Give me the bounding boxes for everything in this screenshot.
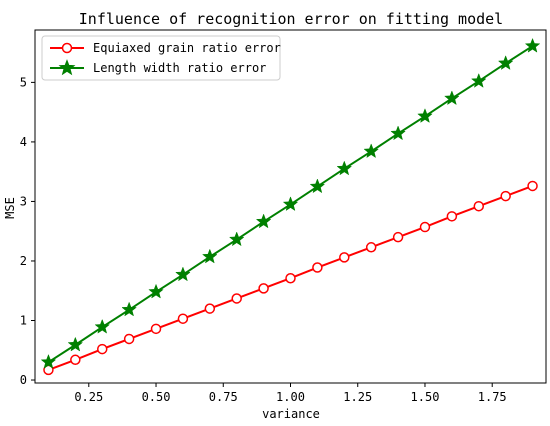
- data-point: [121, 301, 137, 317]
- data-point: [417, 108, 433, 123]
- chart-title: Influence of recognition error on fittin…: [79, 10, 503, 28]
- x-tick-label: 0.50: [142, 390, 171, 404]
- legend: Equiaxed grain ratio error Length width …: [41, 35, 281, 81]
- data-point: [148, 283, 164, 299]
- data-point: [497, 55, 514, 70]
- x-tick-label: 0.25: [74, 390, 103, 404]
- x-tick-label: 1.00: [276, 390, 305, 404]
- data-point: [175, 266, 191, 282]
- data-point: [150, 323, 162, 335]
- x-tick-label: 1.25: [343, 390, 372, 404]
- data-point: [70, 354, 81, 366]
- data-point: [96, 343, 108, 355]
- legend-label-1: Length width ratio error: [93, 61, 266, 75]
- data-point: [363, 143, 379, 159]
- x-tick-label: 1.75: [478, 390, 507, 404]
- data-point: [312, 262, 323, 273]
- y-axis-ticks: 0 1 2 3 4 5: [20, 75, 35, 387]
- y-axis-label: MSE: [3, 197, 17, 219]
- data-point: [336, 160, 353, 176]
- data-point: [524, 37, 541, 53]
- data-point: [67, 336, 84, 352]
- data-point: [177, 313, 189, 324]
- y-tick-label: 0: [20, 373, 27, 387]
- data-point: [258, 283, 269, 294]
- data-point: [282, 196, 299, 212]
- x-tick-label: 0.75: [209, 390, 238, 404]
- data-point: [285, 272, 296, 284]
- legend-box: [41, 35, 281, 81]
- data-point: [204, 303, 216, 314]
- legend-marker-circle: [61, 42, 73, 54]
- data-point: [202, 248, 218, 264]
- data-point: [419, 221, 431, 233]
- y-tick-label: 1: [20, 313, 27, 327]
- data-point: [392, 231, 404, 243]
- data-point: [365, 242, 377, 253]
- data-point: [309, 178, 326, 194]
- data-point: [40, 353, 57, 369]
- data-point: [255, 213, 272, 229]
- data-point: [390, 125, 406, 141]
- data-point: [446, 211, 458, 222]
- y-tick-label: 5: [20, 75, 27, 89]
- data-point: [527, 180, 538, 192]
- x-axis-label: variance: [262, 407, 320, 421]
- y-tick-label: 4: [20, 135, 27, 149]
- data-point: [339, 252, 350, 263]
- data-point: [123, 333, 135, 345]
- series-layer: [40, 37, 541, 376]
- data-point: [473, 200, 485, 212]
- x-tick-label: 1.50: [411, 390, 440, 404]
- legend-marker-star: [58, 59, 76, 76]
- data-point: [500, 190, 511, 202]
- data-point: [228, 231, 245, 247]
- y-tick-label: 3: [20, 194, 27, 208]
- legend-label-0: Equiaxed grain ratio error: [93, 41, 281, 55]
- data-point: [94, 318, 111, 334]
- y-tick-label: 2: [20, 254, 27, 268]
- data-point: [470, 72, 487, 88]
- data-point: [444, 90, 460, 106]
- x-axis-ticks: 0.25 0.50 0.75 1.00 1.25 1.50 1.75: [74, 383, 507, 404]
- data-point: [231, 293, 242, 304]
